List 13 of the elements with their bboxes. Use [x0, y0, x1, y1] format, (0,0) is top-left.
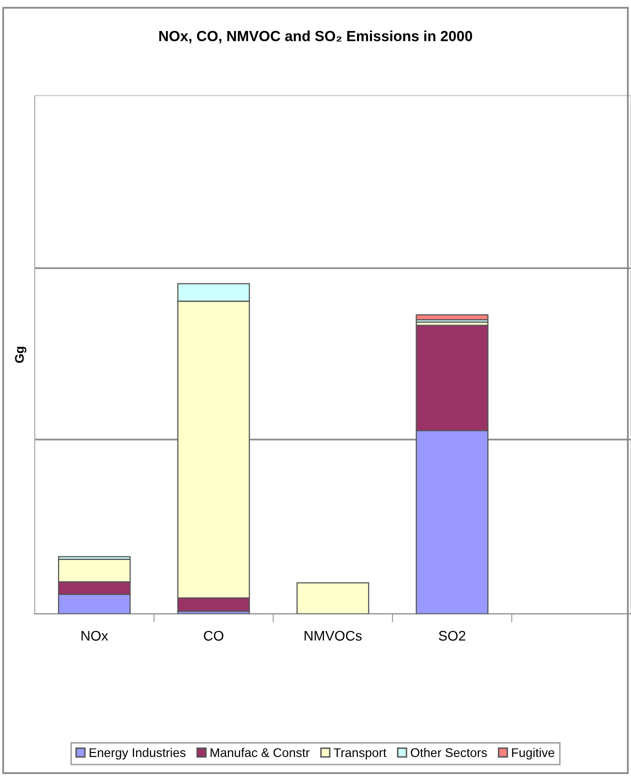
legend-label: Manufac & Constr	[210, 748, 310, 758]
legend-label: Other Sectors	[410, 748, 487, 758]
legend-label: Fugitive	[512, 748, 554, 760]
bar	[296, 582, 370, 614]
x-tick-label: NOx	[82, 630, 108, 641]
legend-label: Energy Industries	[90, 748, 186, 760]
x-tick-label: NMVOCs	[304, 630, 362, 641]
bar	[416, 314, 488, 320]
chart-title: NOx, CO, NMVOC and SO₂ Emissions in 2000	[159, 30, 472, 44]
x-tick-label: SO2	[438, 630, 466, 641]
y-axis-title: Gg	[14, 346, 26, 363]
x-tick-label: CO	[204, 630, 224, 641]
legend-label: Transport	[334, 748, 386, 760]
